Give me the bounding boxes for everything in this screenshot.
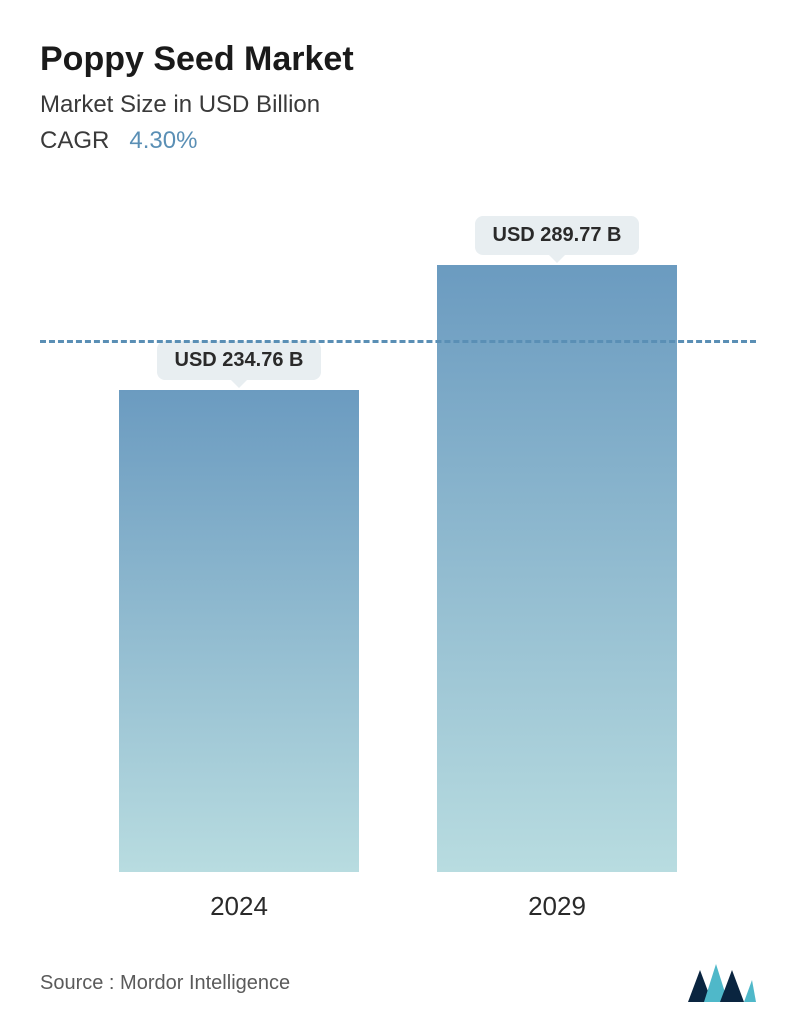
bar-value-label: USD 289.77 B [475, 216, 640, 255]
bar-group: USD 234.76 B [119, 341, 359, 872]
bar [437, 265, 677, 872]
bar-value-label: USD 234.76 B [157, 341, 322, 380]
chart-inner: USD 234.76 B USD 289.77 B 2024 2029 [40, 215, 756, 922]
source-text: Source : Mordor Intelligence [40, 972, 290, 995]
chart-container: Poppy Seed Market Market Size in USD Bil… [0, 0, 796, 1034]
bars-container: USD 234.76 B USD 289.77 B [40, 215, 756, 872]
cagr-line: CAGR 4.30% [40, 127, 756, 155]
chart-area: USD 234.76 B USD 289.77 B 2024 2029 [40, 215, 756, 922]
bar-group: USD 289.77 B [437, 216, 677, 872]
x-axis-label: 2024 [119, 891, 359, 922]
chart-subtitle: Market Size in USD Billion [40, 91, 756, 119]
cagr-label: CAGR [40, 127, 109, 154]
bar [119, 390, 359, 872]
reference-line [40, 340, 756, 343]
x-axis-label: 2029 [437, 891, 677, 922]
cagr-value: 4.30% [129, 127, 197, 154]
chart-title: Poppy Seed Market [40, 40, 756, 79]
x-axis-labels: 2024 2029 [40, 891, 756, 922]
chart-footer: Source : Mordor Intelligence [40, 952, 756, 1004]
logo-icon [686, 962, 756, 1004]
